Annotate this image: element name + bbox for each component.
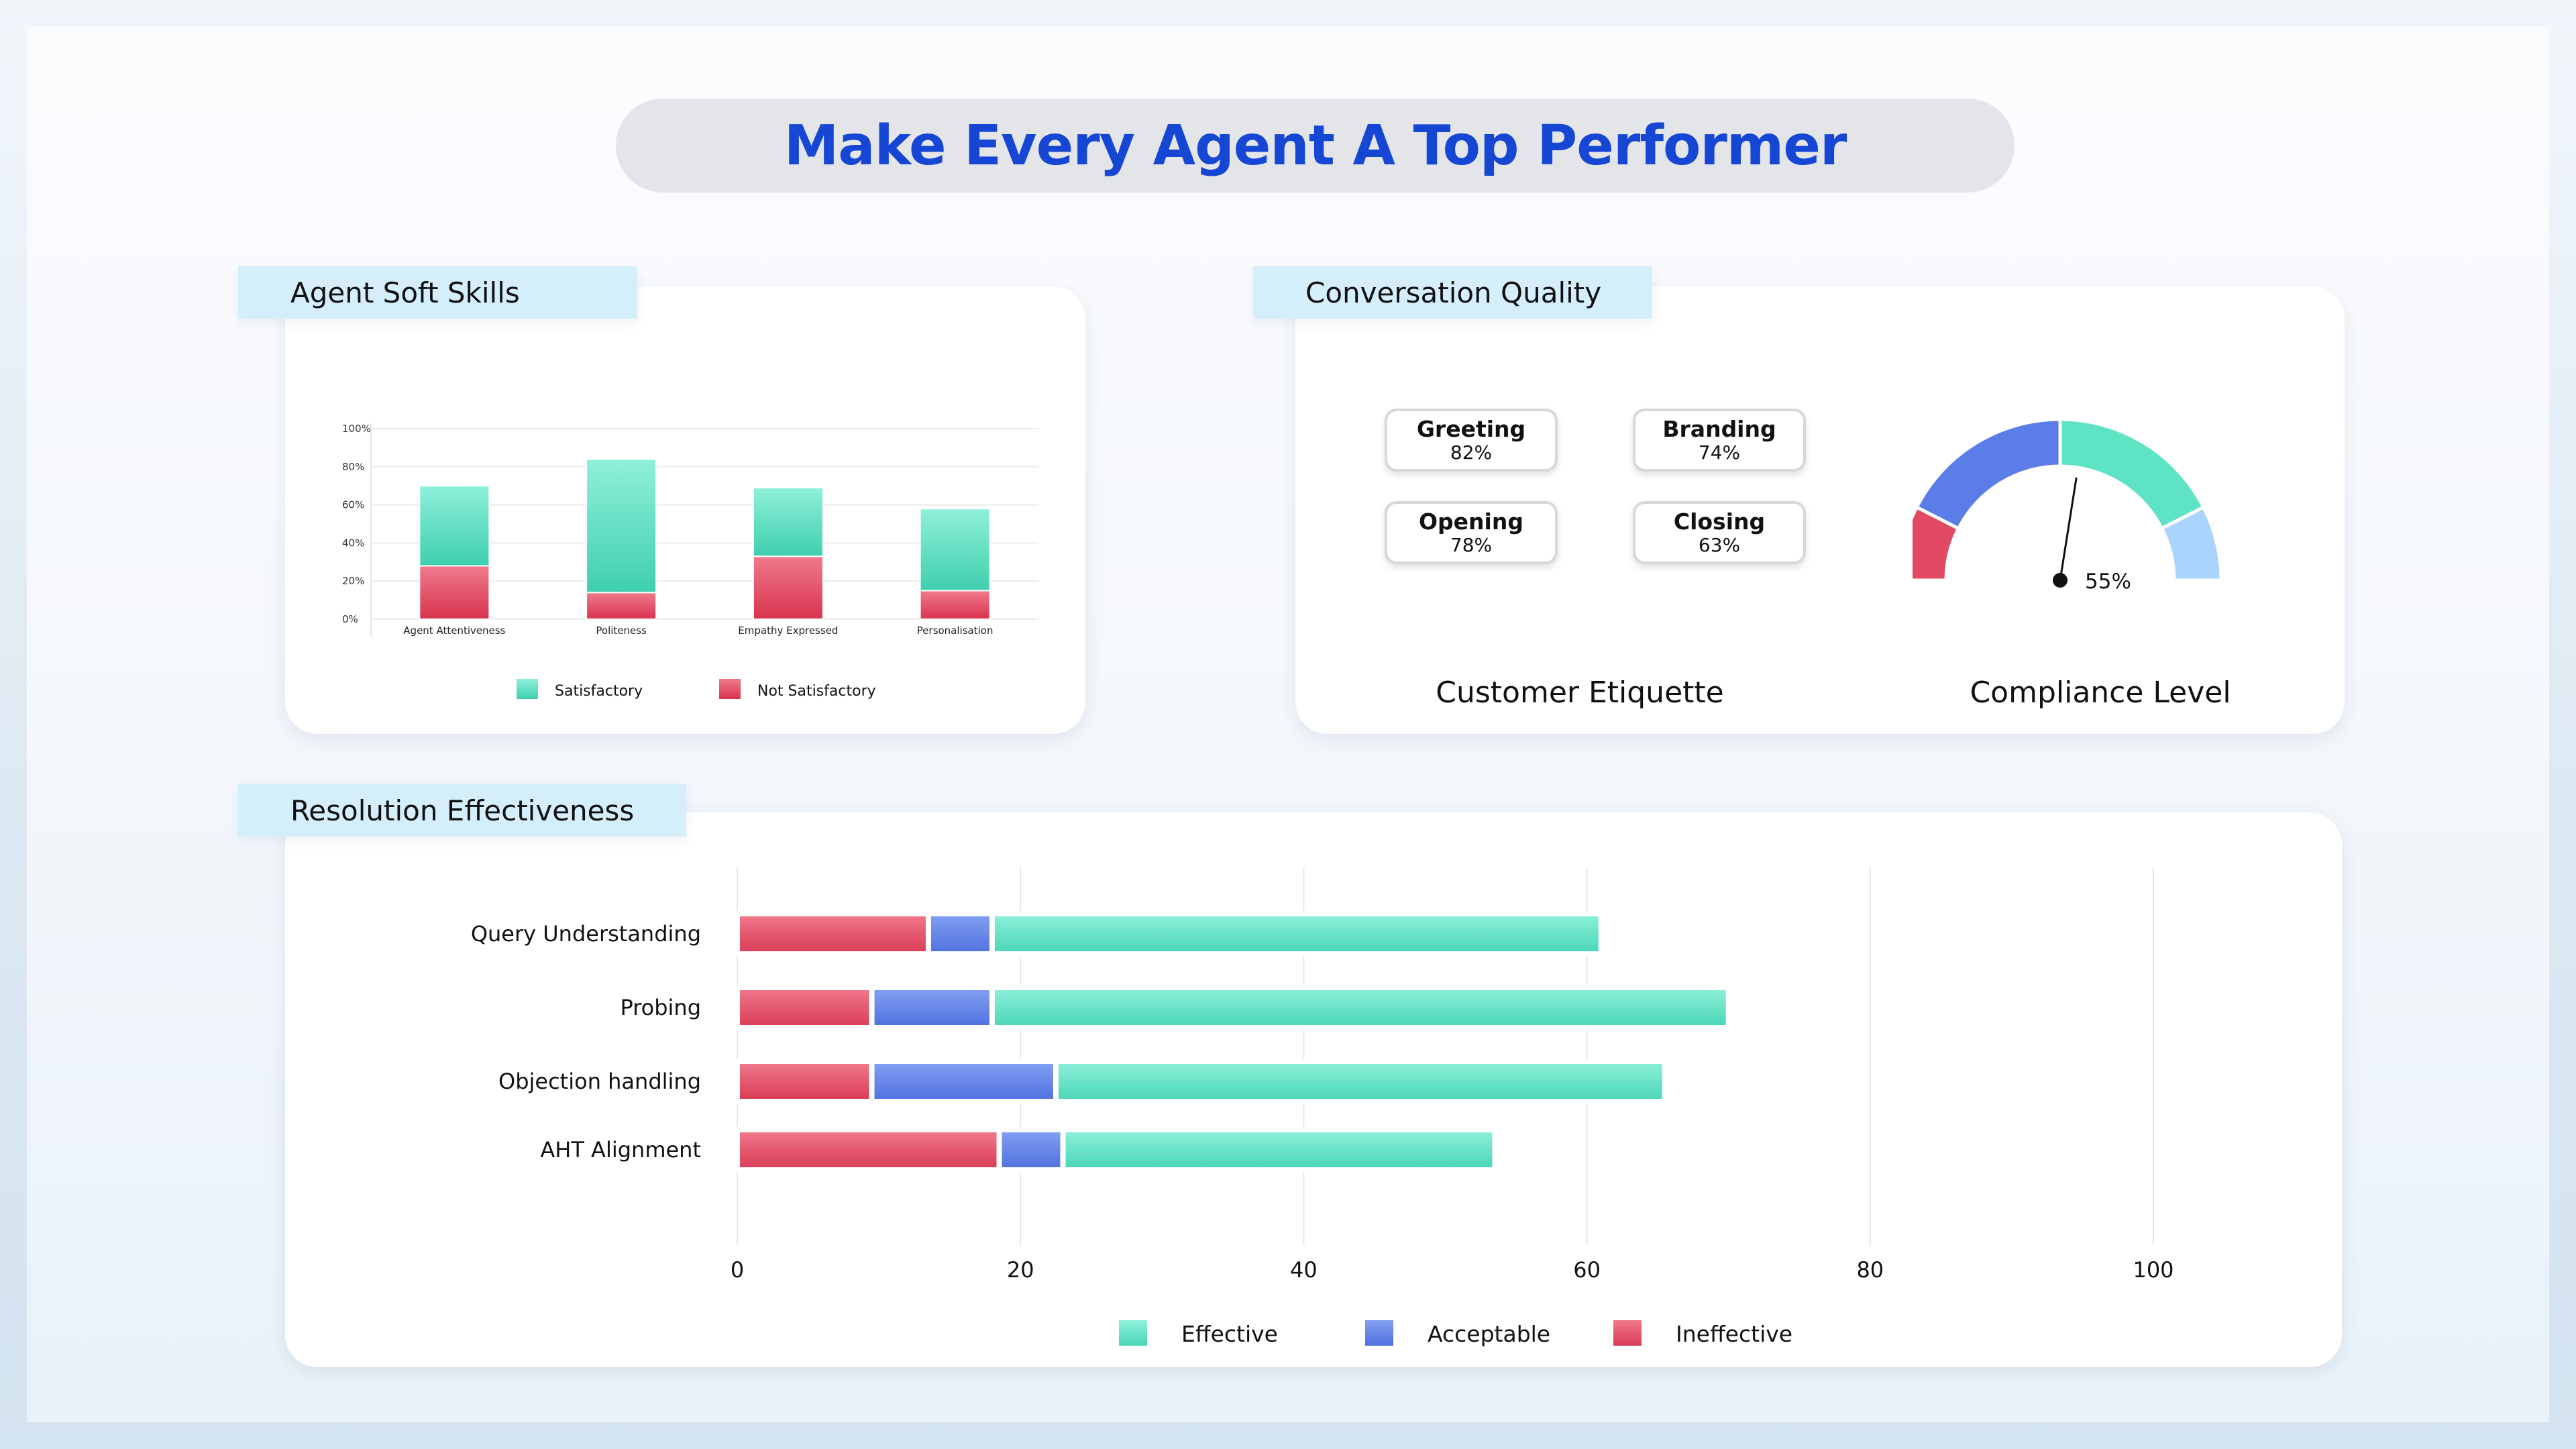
dashboard-canvas: Make Every Agent A Top Performer 0% 20% 40… <box>27 27 2549 1422</box>
y-tick-label: 40% <box>342 537 364 549</box>
metric-chip-closing: Closing 63% <box>1633 501 1806 564</box>
gauge-band <box>2159 504 2223 582</box>
legend-swatch-acceptable <box>1365 1320 1393 1346</box>
page-title: Make Every Agent A Top Performer <box>784 113 1847 178</box>
bar-ineffective-aht-alignment <box>735 1127 1002 1173</box>
bar-not-satisfactory-empathy-expressed <box>752 555 824 620</box>
soft-skills-chart: 0% 20% 40% 60% 80% 100% Agent Attentiveness Pol… <box>342 423 1038 700</box>
gauge-band <box>2058 417 2206 531</box>
metric-value: 74% <box>1698 441 1741 464</box>
gauge-needle <box>2059 477 2078 581</box>
bar-acceptable-probing <box>869 985 995 1030</box>
metric-chip-opening: Opening 78% <box>1385 501 1558 564</box>
compliance-gauge: 55% <box>1913 417 2223 594</box>
metric-name: Branding <box>1662 416 1776 442</box>
category-label-aht-alignment: AHT Alignment <box>540 1137 701 1163</box>
gauge-needle-hub <box>2053 573 2068 588</box>
legend-label-not-satisfactory: Not Satisfactory <box>757 683 876 700</box>
conversation-quality-tab: Conversation Quality <box>1253 266 1652 319</box>
category-label-query-understanding: Query Understanding <box>471 921 701 947</box>
y-tick-label: 60% <box>342 499 364 511</box>
bar-not-satisfactory-politeness <box>586 592 657 620</box>
y-tick-label: 20% <box>342 575 364 587</box>
legend-label-acceptable: Acceptable <box>1428 1321 1550 1347</box>
legend-swatch-not-satisfactory <box>719 679 741 699</box>
bar-ineffective-query-understanding <box>735 911 931 957</box>
soft-skills-card: 0% 20% 40% 60% 80% 100% Agent Attentiveness Pol… <box>285 286 1085 734</box>
legend-label-effective: Effective <box>1181 1321 1278 1347</box>
x-tick-label: 0 <box>731 1257 744 1283</box>
gauge-value-label: 55% <box>2085 570 2131 594</box>
x-tick-label: 60 <box>1573 1257 1601 1283</box>
x-tick-label: Agent Attentiveness <box>403 625 505 637</box>
bar-satisfactory-agent-attentiveness <box>419 485 490 567</box>
legend-label-ineffective: Ineffective <box>1676 1321 1792 1347</box>
bar-acceptable-aht-alignment <box>996 1127 1066 1173</box>
bar-ineffective-objection-handling <box>735 1059 875 1104</box>
resolution-card: 0 20 40 60 80 100 Query Understanding Probing Ob… <box>285 812 2342 1367</box>
bar-satisfactory-empathy-expressed <box>752 487 824 557</box>
metric-name: Closing <box>1673 508 1766 535</box>
conversation-quality-heading: Conversation Quality <box>1305 276 1602 309</box>
x-tick-label: Personalisation <box>917 625 994 637</box>
metric-chip-greeting: Greeting 82% <box>1385 409 1558 472</box>
conversation-quality-card: Greeting 82% Branding 74% Opening 78% Cl… <box>1295 286 2345 734</box>
bar-effective-objection-handling <box>1053 1059 1668 1104</box>
x-tick-label: Empathy Expressed <box>738 625 838 637</box>
soft-skills-tab: Agent Soft Skills <box>238 266 637 319</box>
y-tick-label: 0% <box>342 613 358 625</box>
metric-chip-branding: Branding 74% <box>1633 409 1806 472</box>
soft-skills-heading: Agent Soft Skills <box>290 276 520 309</box>
bar-satisfactory-personalisation <box>919 508 991 592</box>
y-tick-label: 80% <box>342 461 364 473</box>
resolution-chart: 0 20 40 60 80 100 Query Understanding Probing Ob… <box>471 867 2174 1347</box>
resolution-tab: Resolution Effectiveness <box>238 784 686 837</box>
x-tick-label: 20 <box>1007 1257 1034 1283</box>
gauge-band <box>1914 417 2062 531</box>
legend-swatch-satisfactory <box>517 679 538 699</box>
customer-etiquette-caption: Customer Etiquette <box>1436 676 1724 710</box>
bar-ineffective-probing <box>735 985 875 1030</box>
bar-effective-probing <box>989 985 1731 1030</box>
x-tick-label: Politeness <box>596 625 647 637</box>
metric-name: Opening <box>1419 508 1523 535</box>
metric-value: 82% <box>1450 441 1493 464</box>
x-tick-label: 80 <box>1856 1257 1884 1283</box>
metric-name: Greeting <box>1416 416 1526 442</box>
category-label-probing: Probing <box>620 995 701 1020</box>
metric-value: 78% <box>1450 534 1493 556</box>
y-tick-label: 100% <box>342 423 371 435</box>
bar-acceptable-objection-handling <box>869 1059 1059 1104</box>
legend-label-satisfactory: Satisfactory <box>555 683 643 700</box>
bar-satisfactory-politeness <box>586 458 657 594</box>
legend-swatch-ineffective <box>1613 1320 1642 1346</box>
bar-not-satisfactory-personalisation <box>919 590 991 620</box>
page-title-banner: Make Every Agent A Top Performer <box>616 99 2015 193</box>
compliance-level-caption: Compliance Level <box>1970 676 2231 710</box>
resolution-heading: Resolution Effectiveness <box>290 794 635 827</box>
category-label-objection-handling: Objection handling <box>498 1069 701 1094</box>
x-tick-label: 100 <box>2133 1257 2174 1283</box>
legend-swatch-effective <box>1119 1320 1147 1346</box>
bar-effective-query-understanding <box>989 911 1604 957</box>
metric-value: 63% <box>1698 534 1741 556</box>
bar-acceptable-query-understanding <box>925 911 995 957</box>
x-tick-label: 40 <box>1290 1257 1318 1283</box>
bar-effective-aht-alignment <box>1060 1127 1498 1173</box>
bar-not-satisfactory-agent-attentiveness <box>419 565 490 621</box>
